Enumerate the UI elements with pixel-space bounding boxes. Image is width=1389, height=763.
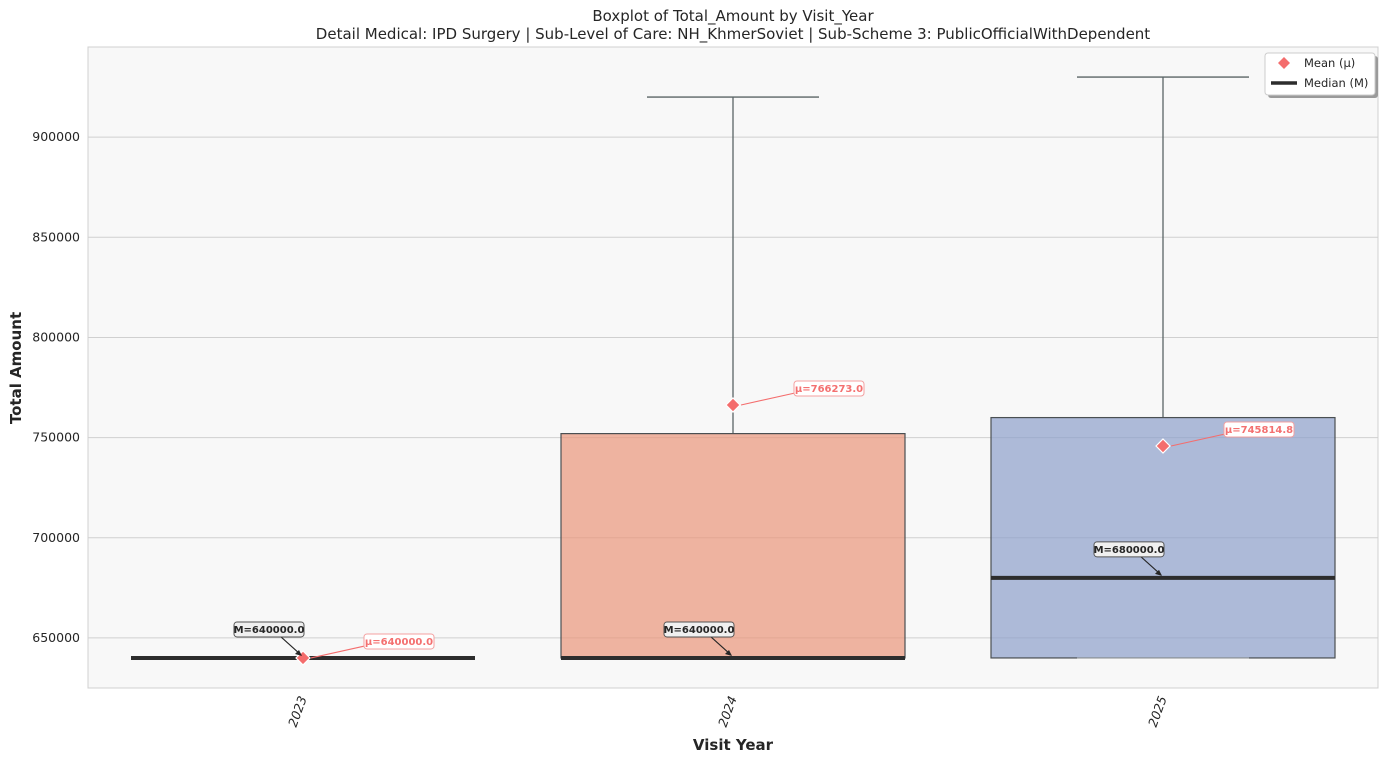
median-label-box [663, 621, 735, 638]
mean-label-box [793, 380, 865, 397]
x-tick-label: 2023 [285, 694, 310, 729]
mean-arrow [1170, 433, 1226, 447]
mean-label-box [1223, 421, 1295, 438]
y-tick-label: 750000 [32, 430, 80, 445]
box-2025: M=680000.0 μ=745814.8 [990, 76, 1336, 659]
median-label: M=640000.0 [664, 625, 735, 636]
boxes: M=640000.0 μ=640000.0 M=640000.0 μ=766273.0… [131, 76, 1336, 666]
y-tick-label: 700000 [32, 530, 80, 545]
legend: Mean (μ) Median (M) [1264, 52, 1378, 98]
median-arrowhead [1155, 569, 1162, 576]
chart-subtitle: Detail Medical: IPD Surgery | Sub-Level … [316, 25, 1151, 44]
x-axis-label: Visit Year [693, 736, 774, 754]
mean-marker [295, 650, 311, 666]
chart-title: Boxplot of Total_Amount by Visit_Year [592, 7, 874, 26]
mean-arrow [740, 392, 796, 406]
y-tick-label: 900000 [32, 129, 80, 144]
median-label: M=640000.0 [234, 625, 305, 636]
x-tick-labels: 2023 2024 2025 [285, 694, 1170, 729]
median-arrowhead [725, 649, 732, 656]
median-label: M=680000.0 [1094, 545, 1165, 556]
median-arrowhead [295, 649, 302, 656]
x-tick-label: 2025 [1145, 694, 1170, 729]
legend-mean-label: Mean (μ) [1304, 56, 1355, 70]
median-label-box [1093, 541, 1165, 558]
mean-marker [1155, 438, 1171, 454]
mean-marker [725, 397, 741, 413]
mean-label: μ=640000.0 [365, 637, 433, 648]
y-tick-labels: 650000 700000 750000 800000 850000 900000 [32, 129, 80, 645]
y-tick-label: 800000 [32, 329, 80, 344]
box-2024: M=640000.0 μ=766273.0 [560, 96, 906, 660]
mean-label: μ=745814.8 [1225, 425, 1293, 436]
y-tick-label: 850000 [32, 229, 80, 244]
legend-median-label: Median (M) [1304, 76, 1368, 90]
mean-label-box [363, 633, 435, 650]
y-tick-label: 650000 [32, 630, 80, 645]
mean-arrow [310, 645, 366, 659]
x-tick-label: 2024 [715, 694, 740, 729]
iqr-box [560, 433, 906, 659]
mean-label: μ=766273.0 [795, 384, 863, 395]
box-2023: M=640000.0 μ=640000.0 [131, 621, 475, 666]
median-label-box [233, 621, 305, 638]
iqr-box [990, 416, 1336, 659]
y-axis-label: Total Amount [7, 312, 25, 424]
legend-mean-marker [1278, 57, 1290, 69]
